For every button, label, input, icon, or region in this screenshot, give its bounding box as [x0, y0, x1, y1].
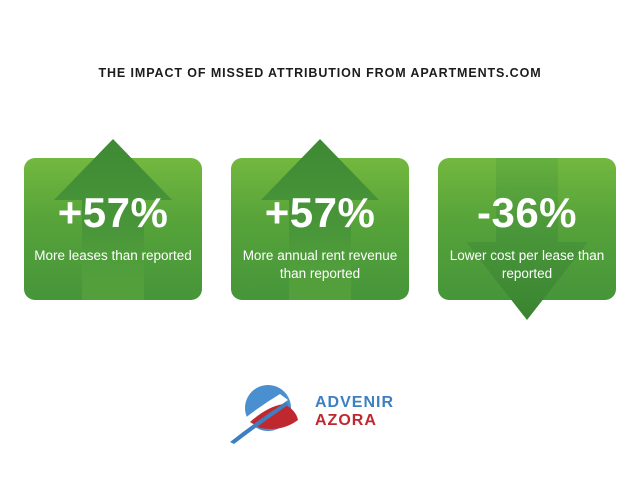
stat-value: -36% [476, 189, 578, 236]
stat-value: +57% [264, 189, 376, 236]
stat-card-rent-revenue: +57% More annual rent revenue than repor… [231, 139, 409, 300]
logo-text-advenir: ADVENIR [315, 394, 395, 411]
up-arrow-icon [261, 139, 379, 300]
stat-value: +57% [57, 189, 169, 236]
down-arrow-icon [466, 158, 588, 320]
stat-description: Lower cost per lease than reported [449, 248, 605, 281]
headline: THE IMPACT OF MISSED ATTRIBUTION FROM AP… [98, 66, 542, 80]
stat-card-leases: +57% More leases than reported [24, 139, 202, 300]
advenir-azora-logo: ADVENIR AZORA [230, 376, 420, 448]
stat-description: More annual rent revenue than reported [242, 248, 398, 281]
stat-card-cost-per-lease: -36% Lower cost per lease than reported [438, 158, 616, 320]
up-arrow-icon [54, 139, 172, 300]
logo-text-azora: AZORA [315, 412, 377, 429]
logo-mark-icon [230, 385, 298, 444]
stat-description: More leases than reported [34, 248, 192, 263]
